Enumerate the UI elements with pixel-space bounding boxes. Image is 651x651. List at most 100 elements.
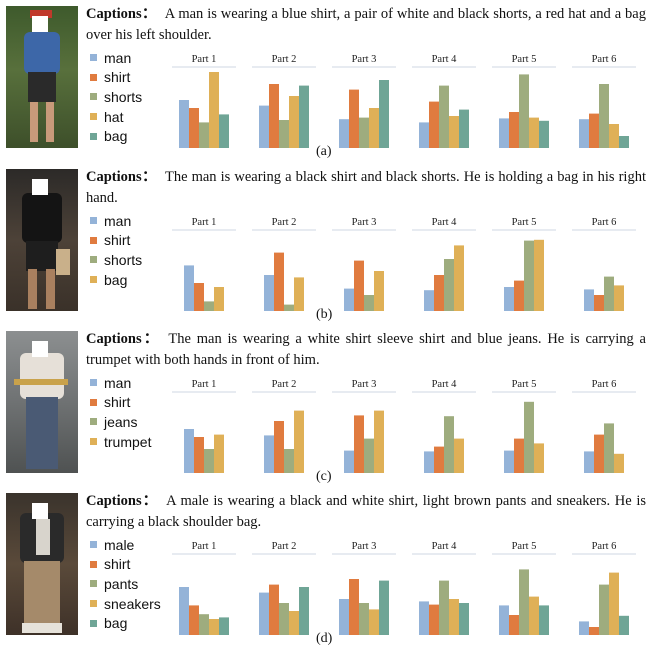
legend-swatch bbox=[90, 418, 97, 426]
part-title: Part 2 bbox=[272, 217, 297, 228]
panel-label: (b) bbox=[316, 307, 333, 322]
part-bar-charts: Part 1 Part 2 Part 3 Part 4 Part 5 Part 6 bbox=[172, 541, 636, 635]
caption-prefix: Captions： bbox=[86, 493, 159, 509]
legend-label: jeans bbox=[104, 413, 138, 430]
panel-label: (c) bbox=[316, 469, 332, 484]
bar-shirt-part-6 bbox=[594, 434, 604, 473]
legend-label: shirt bbox=[104, 394, 131, 411]
bar-trumpet-part-5 bbox=[534, 443, 544, 473]
bar-shirt-part-2 bbox=[274, 421, 284, 473]
legend-label: shirt bbox=[104, 69, 131, 86]
bar-pants-part-2 bbox=[279, 603, 289, 635]
legend-label: shirt bbox=[104, 232, 131, 249]
legend-swatch bbox=[90, 438, 97, 446]
bar-trumpet-part-4 bbox=[454, 438, 464, 473]
bar-man-part-4 bbox=[419, 122, 429, 148]
legend-swatch bbox=[90, 54, 97, 62]
panel-d: Captions： A male is wearing a black and w… bbox=[0, 487, 651, 649]
legend: man shirt shorts hat bag bbox=[90, 48, 142, 146]
bar-sneakers-part-5 bbox=[529, 596, 539, 635]
bar-man-part-5 bbox=[499, 118, 509, 148]
bar-shirt-part-2 bbox=[269, 584, 279, 635]
bar-man-part-1 bbox=[184, 265, 194, 311]
legend-item: trumpet bbox=[90, 432, 151, 452]
bar-bag-part-4 bbox=[459, 109, 469, 148]
bar-man-part-2 bbox=[259, 105, 269, 148]
bar-trumpet-part-2 bbox=[294, 410, 304, 473]
legend-label: bag bbox=[104, 271, 128, 288]
bar-man-part-2 bbox=[264, 435, 274, 473]
bar-bag-part-1 bbox=[219, 114, 229, 148]
bar-man-part-6 bbox=[579, 119, 589, 148]
legend-swatch bbox=[90, 93, 97, 101]
part-title: Part 6 bbox=[592, 379, 617, 390]
legend-label: bag bbox=[104, 615, 128, 632]
part-title: Part 5 bbox=[512, 541, 537, 552]
bar-shorts-part-4 bbox=[444, 259, 454, 311]
bar-shorts-part-3 bbox=[359, 117, 369, 148]
bar-shorts-part-2 bbox=[279, 120, 289, 148]
bar-shorts-part-4 bbox=[439, 85, 449, 148]
caption-prefix: Captions： bbox=[86, 169, 157, 185]
legend-label: man bbox=[104, 49, 132, 66]
legend-item: pants bbox=[90, 574, 161, 594]
legend-swatch bbox=[90, 217, 97, 225]
legend-swatch bbox=[90, 113, 97, 121]
bar-bag-part-4 bbox=[454, 245, 464, 311]
bar-shirt-part-5 bbox=[514, 438, 524, 473]
part-title: Part 1 bbox=[192, 54, 217, 65]
bar-jeans-part-6 bbox=[604, 423, 614, 473]
bar-bag-part-6 bbox=[619, 136, 629, 148]
caption: Captions： The man is wearing a black shir… bbox=[86, 167, 646, 209]
bar-shirt-part-1 bbox=[194, 283, 204, 311]
bar-hat-part-3 bbox=[369, 108, 379, 148]
legend-item: bag bbox=[90, 126, 142, 146]
legend-swatch bbox=[90, 379, 97, 387]
legend-swatch bbox=[90, 600, 97, 608]
bar-man-part-4 bbox=[424, 451, 434, 473]
bar-trumpet-part-3 bbox=[374, 410, 384, 473]
bar-sneakers-part-1 bbox=[209, 619, 219, 635]
bar-pants-part-4 bbox=[439, 580, 449, 635]
caption: Captions： A male is wearing a black and w… bbox=[86, 491, 646, 533]
legend-label: pants bbox=[104, 575, 139, 592]
legend-swatch bbox=[90, 236, 97, 244]
part-bar-charts: Part 1 Part 2 Part 3 Part 4 Part 5 Part 6 bbox=[172, 217, 636, 311]
bar-bag-part-5 bbox=[539, 120, 549, 148]
bar-male-part-3 bbox=[339, 599, 349, 635]
part-title: Part 4 bbox=[432, 541, 458, 552]
part-title: Part 6 bbox=[592, 217, 617, 228]
legend-item: man bbox=[90, 373, 151, 393]
legend-item: sneakers bbox=[90, 594, 161, 614]
legend-item: shirt bbox=[90, 555, 161, 575]
bar-shirt-part-5 bbox=[514, 280, 524, 311]
bar-shirt-part-1 bbox=[194, 437, 204, 473]
caption: Captions： A man is wearing a blue shirt, … bbox=[86, 4, 646, 46]
bar-jeans-part-1 bbox=[204, 449, 214, 473]
face-blur bbox=[32, 179, 48, 195]
bar-bag-part-3 bbox=[379, 80, 389, 148]
part-title: Part 5 bbox=[512, 217, 537, 228]
bar-male-part-1 bbox=[179, 587, 189, 635]
bar-shirt-part-3 bbox=[354, 415, 364, 473]
caption-prefix: Captions： bbox=[86, 6, 157, 22]
legend-item: man bbox=[90, 211, 142, 231]
legend-swatch bbox=[90, 560, 97, 568]
face-blur bbox=[32, 503, 48, 519]
part-title: Part 2 bbox=[272, 379, 297, 390]
legend-label: man bbox=[104, 374, 132, 391]
part-title: Part 6 bbox=[592, 541, 617, 552]
bar-man-part-3 bbox=[344, 288, 354, 311]
bar-shirt-part-4 bbox=[429, 101, 439, 148]
bar-bag-part-1 bbox=[214, 287, 224, 311]
bar-shorts-part-2 bbox=[284, 304, 294, 311]
legend-item: bag bbox=[90, 613, 161, 633]
part-title: Part 3 bbox=[352, 54, 377, 65]
bar-bag-part-3 bbox=[374, 271, 384, 311]
person-photo bbox=[6, 6, 78, 148]
legend-label: shirt bbox=[104, 556, 131, 573]
bar-shirt-part-4 bbox=[434, 275, 444, 311]
legend-item: shorts bbox=[90, 250, 142, 270]
bar-bag-part-3 bbox=[379, 580, 389, 635]
panel-c: Captions： The man is wearing a white shir… bbox=[0, 325, 651, 487]
